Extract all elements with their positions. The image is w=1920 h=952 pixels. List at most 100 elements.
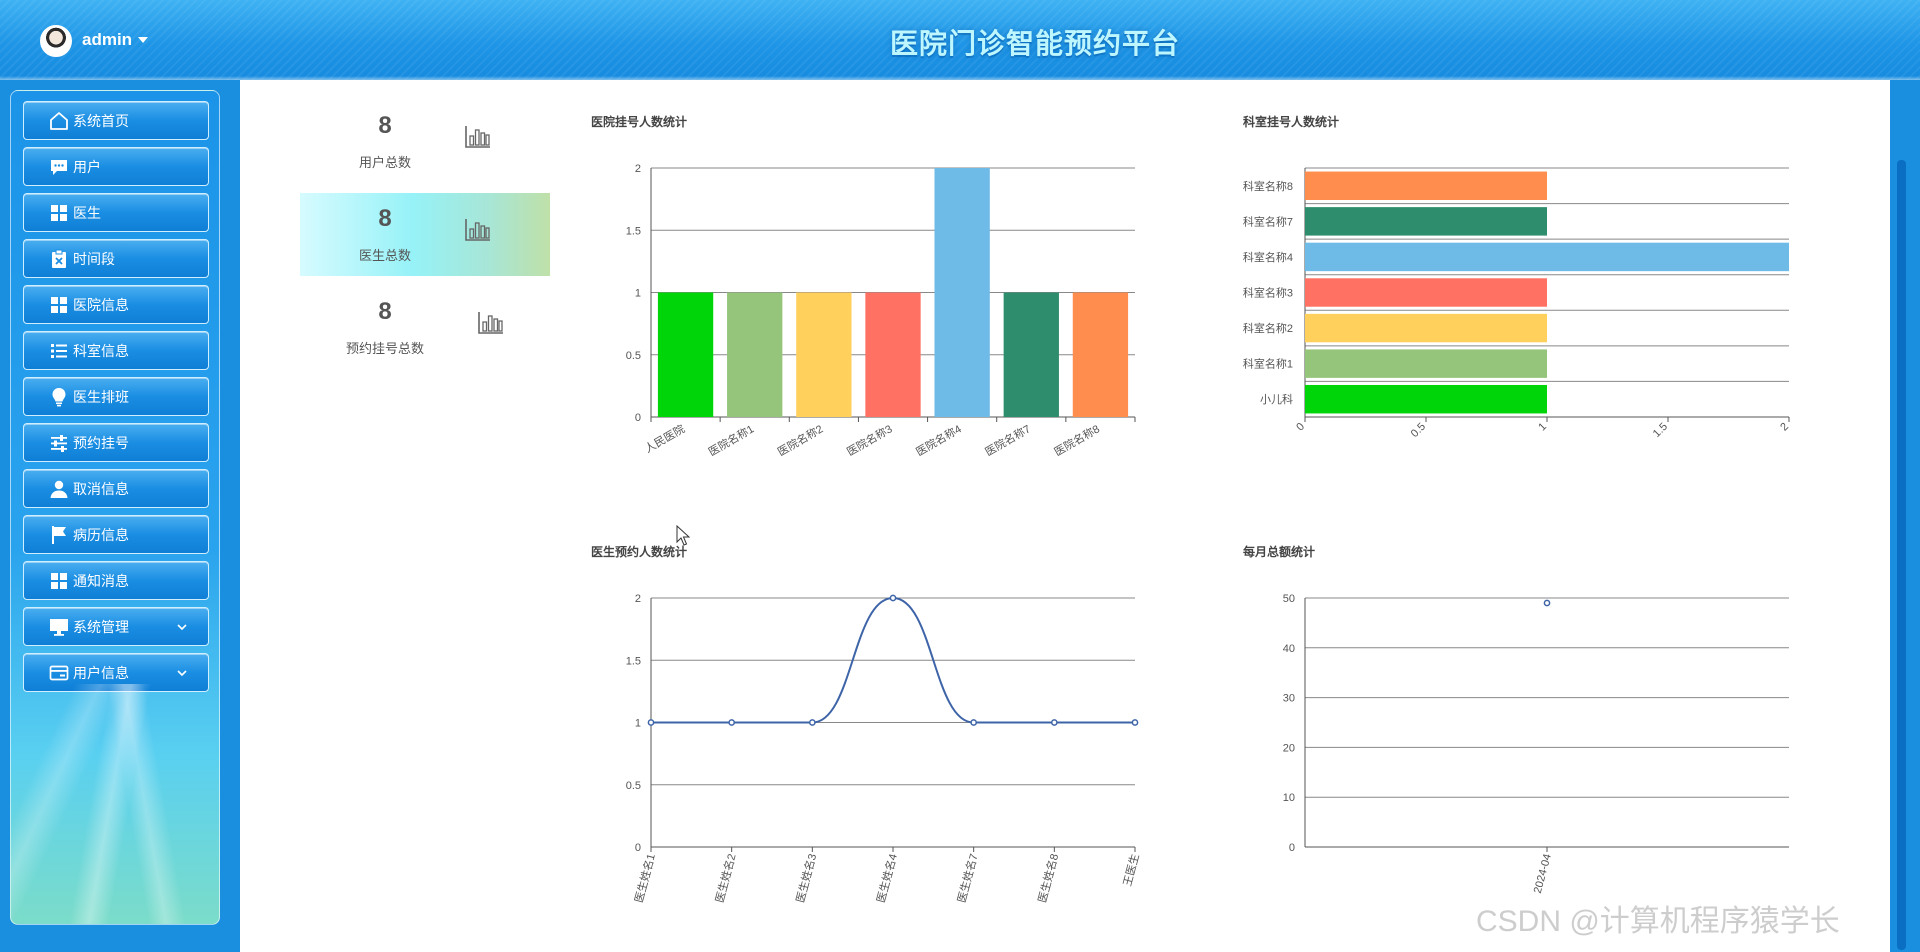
bar <box>1305 313 1547 343</box>
person-icon <box>49 479 69 499</box>
caret-down-icon[interactable] <box>138 37 148 43</box>
bar <box>1305 171 1547 201</box>
data-point <box>647 719 655 726</box>
x-tick-label: 2 <box>1778 421 1791 434</box>
flag-icon <box>49 525 69 545</box>
sidebar-item-home[interactable]: 系统首页 <box>23 101 209 140</box>
chevron-down-icon[interactable] <box>176 621 188 633</box>
x-tick-label: 医院名称4 <box>913 421 963 458</box>
mouse-cursor-icon <box>676 525 690 546</box>
sidebar-item-doctor-schedule[interactable]: 医生排班 <box>23 377 209 416</box>
y-tick-label: 2 <box>635 593 641 605</box>
x-tick-label: 1.5 <box>1651 421 1670 440</box>
sidebar-item-timeslots[interactable]: 时间段 <box>23 239 209 278</box>
grid-icon <box>49 571 69 591</box>
sidebar-item-user-info[interactable]: 用户信息 <box>23 653 209 692</box>
sidebar-item-label: 医院信息 <box>73 296 129 313</box>
monthly-total-chart: 0 10 20 30 40 50 2024-04 <box>1283 593 1789 895</box>
bulb-icon <box>49 387 69 407</box>
sidebar-item-system-management[interactable]: 系统管理 <box>23 607 209 646</box>
x-tick-label: 2024-04 <box>1532 853 1554 895</box>
y-tick-label: 科室名称7 <box>1243 214 1293 228</box>
sidebar-item-label: 通知消息 <box>73 572 129 589</box>
bar <box>796 292 852 417</box>
bar <box>865 292 921 417</box>
avatar[interactable] <box>40 25 72 57</box>
data-point <box>970 719 978 726</box>
y-tick-label: 科室名称3 <box>1243 286 1293 300</box>
x-tick-label: 医生姓名8 <box>1035 852 1061 904</box>
sidebar-item-medical-records[interactable]: 病历信息 <box>23 515 209 554</box>
stat-label: 医生总数 <box>358 248 411 263</box>
sidebar-item-label: 取消信息 <box>73 480 129 497</box>
sidebar-item-department-info[interactable]: 科室信息 <box>23 331 209 370</box>
department-registration-chart: 小儿科 科室名称1 科室名称2 科室名称3 科室名称4 科室名称7 科室名称8 0 0.5 1 1.… <box>1243 167 1791 440</box>
chat-icon <box>49 157 69 177</box>
sidebar-item-label: 系统首页 <box>73 112 129 129</box>
bar <box>934 168 990 417</box>
y-tick-label: 20 <box>1283 742 1295 754</box>
y-tick-label: 30 <box>1283 693 1295 705</box>
sidebar-item-label: 预约挂号 <box>73 434 129 451</box>
sidebar-item-label: 病历信息 <box>73 526 129 543</box>
x-tick-label: 医院名称7 <box>982 421 1032 458</box>
sidebar-item-label: 医生 <box>73 204 101 221</box>
y-tick-label: 1.5 <box>626 225 641 237</box>
chart-title-hospital: 医院挂号人数统计 <box>591 115 688 129</box>
bar-chart-icon <box>478 312 503 334</box>
grid-icon <box>49 295 69 315</box>
chart-title-department: 科室挂号人数统计 <box>1243 115 1340 129</box>
y-tick-label: 1 <box>635 288 641 300</box>
sidebar-item-cancellations[interactable]: 取消信息 <box>23 469 209 508</box>
grid-icon <box>49 203 69 223</box>
sidebar-item-label: 医生排班 <box>73 388 129 405</box>
sidebar-item-label: 用户信息 <box>73 664 129 681</box>
chart-title-monthly: 每月总额统计 <box>1243 545 1316 559</box>
y-tick-label: 0.5 <box>626 780 641 792</box>
bar <box>1003 292 1059 417</box>
sidebar-item-label: 系统管理 <box>73 618 129 635</box>
stat-card-doctors: 8 医生总数 <box>300 193 550 276</box>
y-tick-label: 科室名称1 <box>1243 357 1293 371</box>
x-tick-label: 医院名称3 <box>844 421 894 458</box>
sidebar-item-hospital-info[interactable]: 医院信息 <box>23 285 209 324</box>
x-tick-label: 医院名称2 <box>775 421 825 458</box>
y-tick-label: 小儿科 <box>1260 392 1293 406</box>
sidebar-item-users[interactable]: 用户 <box>23 147 209 186</box>
y-tick-label: 10 <box>1283 792 1295 804</box>
bar-chart-icon <box>465 219 490 241</box>
sidebar-item-notifications[interactable]: 通知消息 <box>23 561 209 600</box>
hospital-registration-chart: 0 0.5 1 1.5 2 人民医院 医院名称1 医院名称2 医院名称3 医院名称4 医院名称7 医院… <box>626 163 1136 459</box>
x-tick-label: 0.5 <box>1409 421 1428 440</box>
x-tick-label: 医生姓名3 <box>793 852 819 904</box>
x-tick-label: 医生姓名7 <box>954 852 980 904</box>
x-tick-label: 王医生 <box>1120 852 1142 887</box>
x-tick-label: 1 <box>1536 421 1549 434</box>
chevron-down-icon[interactable] <box>176 667 188 679</box>
bar-chart-icon <box>465 126 490 148</box>
scrollbar[interactable] <box>1890 80 1910 952</box>
bar <box>1305 384 1547 414</box>
list-icon <box>49 341 69 361</box>
y-tick-label: 科室名称2 <box>1243 321 1293 335</box>
y-tick-label: 0.5 <box>626 350 641 362</box>
data-point <box>1131 719 1139 726</box>
username[interactable]: admin <box>82 30 133 49</box>
x-tick-label: 医生姓名1 <box>631 852 657 904</box>
x-tick-label: 人民医院 <box>642 421 687 455</box>
y-tick-label: 科室名称4 <box>1243 250 1293 264</box>
top-header: admin 医院门诊智能预约平台 <box>0 0 1920 80</box>
app-title: 医院门诊智能预约平台 <box>889 28 1180 59</box>
y-tick-label: 2 <box>635 163 641 175</box>
data-point <box>808 719 816 726</box>
sidebar-item-doctors[interactable]: 医生 <box>23 193 209 232</box>
home-icon <box>49 111 69 131</box>
bar <box>1072 292 1129 417</box>
bar <box>1305 349 1547 378</box>
y-tick-label: 科室名称8 <box>1243 179 1293 193</box>
sidebar-item-appointments[interactable]: 预约挂号 <box>23 423 209 462</box>
scrollbar-thumb[interactable] <box>1897 160 1906 950</box>
clipboard-icon <box>49 249 69 269</box>
x-tick-label: 医院名称1 <box>706 421 756 458</box>
stat-value: 8 <box>378 205 392 232</box>
